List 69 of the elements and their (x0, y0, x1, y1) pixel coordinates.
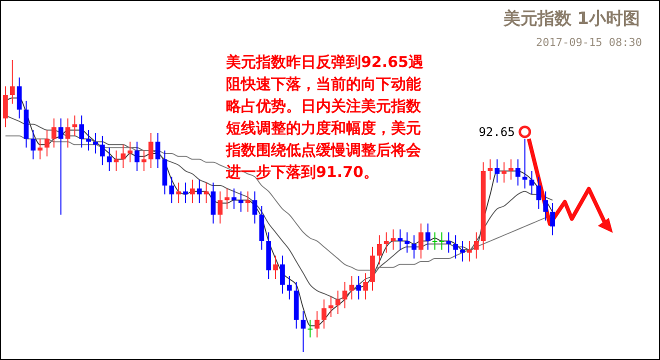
candlestick (224, 188, 230, 210)
candlestick (432, 232, 438, 250)
chart-title: 美元指数 1小时图 (502, 9, 640, 29)
candlestick (10, 60, 15, 104)
candlestick (363, 272, 368, 300)
candlestick (439, 232, 444, 250)
candlestick (322, 298, 326, 330)
candlestick (356, 276, 362, 300)
candlestick (72, 114, 78, 136)
candlestick (204, 182, 209, 204)
candlestick (543, 190, 548, 222)
candlestick (342, 281, 348, 309)
candlestick (376, 234, 382, 265)
candlestick (412, 234, 416, 260)
candlestick (314, 310, 320, 338)
candlestick (418, 223, 424, 260)
candlestick (300, 310, 306, 352)
candlestick (404, 232, 410, 254)
candlestick (52, 118, 56, 148)
candlestick (474, 232, 479, 260)
text: 2017-09-15 08:30 (536, 36, 642, 49)
annotation: 92.65 (478, 124, 515, 139)
candlestick (58, 118, 64, 216)
candlestick (529, 170, 534, 195)
candlestick (232, 188, 236, 210)
candlestick (252, 190, 258, 224)
candlestick (134, 141, 140, 172)
candlestick (86, 130, 91, 152)
candlestick (38, 138, 43, 160)
candlestick (30, 130, 36, 160)
candlestick (515, 158, 520, 186)
candlestick (446, 232, 452, 254)
candlestick (390, 228, 396, 250)
candlestick (453, 234, 458, 260)
candlestick (238, 190, 244, 212)
candlestick (210, 182, 216, 224)
candlestick (100, 135, 105, 166)
candlestick (273, 255, 278, 280)
candlestick (508, 158, 514, 180)
candlestick (106, 147, 112, 172)
candlestick (148, 132, 154, 169)
candlestick (16, 77, 22, 119)
candlestick (3, 86, 8, 128)
candlestick (536, 176, 542, 210)
candlestick (169, 176, 174, 204)
candlestick (196, 179, 202, 204)
candlestick (190, 179, 195, 204)
annotation: 美元指数昨日反弹到92.65遇阻快速下落，当前的向下动能略占优势。日内关注美元指数短线调整的力度和幅度，美元指数围绕低点缓慢调整后将会进一步下落到91.70。 (225, 53, 424, 181)
candlestick (550, 202, 555, 236)
candlestick (176, 182, 182, 204)
candlestick (44, 130, 50, 157)
candlestick (183, 182, 188, 204)
candlestick (245, 190, 250, 212)
candlestick (286, 276, 292, 300)
candlestick (218, 190, 223, 224)
candlestick (79, 114, 84, 148)
candlestick (280, 255, 285, 294)
candlestick (155, 132, 160, 169)
candlestick (335, 290, 340, 315)
candlestick (120, 144, 126, 169)
candlestick (494, 158, 500, 184)
candlestick (384, 232, 389, 254)
candlestick (128, 141, 133, 163)
candlestick (488, 158, 493, 180)
candlestick (502, 162, 506, 184)
candlestick (65, 118, 70, 148)
candlestick (425, 223, 430, 250)
candlestick (398, 228, 403, 250)
candlestick (308, 319, 313, 338)
